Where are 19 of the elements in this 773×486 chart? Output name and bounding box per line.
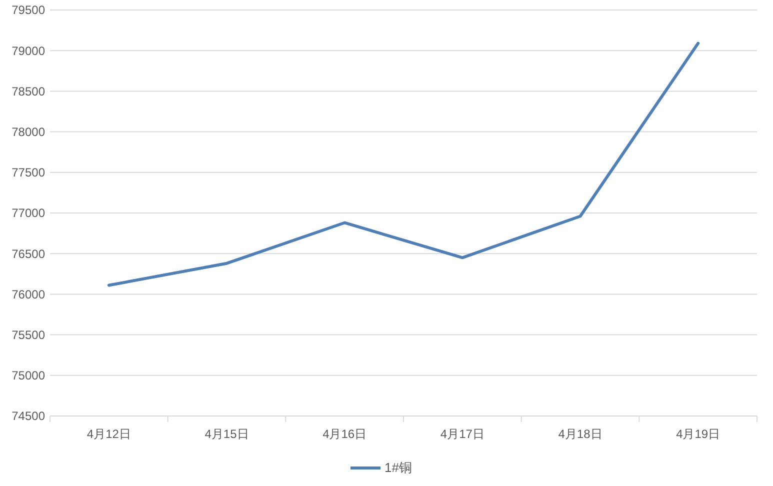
y-tick-label: 75500 xyxy=(12,328,46,342)
y-tick-label: 76000 xyxy=(12,287,46,302)
y-tick-label: 75000 xyxy=(12,368,46,383)
y-tick-label: 77500 xyxy=(12,166,46,180)
y-tick-label: 78000 xyxy=(12,125,46,139)
y-tick-label: 74500 xyxy=(12,409,46,424)
x-tick-label: 4月18日 xyxy=(558,427,602,441)
x-tick-label: 4月15日 xyxy=(204,427,249,441)
x-tick-label: 4月16日 xyxy=(322,427,367,441)
y-tick-label: 77000 xyxy=(12,206,46,220)
y-tick-label: 76500 xyxy=(12,246,46,261)
x-tick-label: 4月12日 xyxy=(86,427,131,441)
line-series xyxy=(107,42,700,287)
legend-label: 1#铜 xyxy=(384,460,412,475)
y-tick-label: 78500 xyxy=(12,84,46,98)
y-tick-label: 79500 xyxy=(12,3,46,18)
x-tick-label: 4月19日 xyxy=(676,427,720,441)
y-tick-label: 79000 xyxy=(12,44,46,58)
x-tick-label: 4月17日 xyxy=(440,427,484,441)
